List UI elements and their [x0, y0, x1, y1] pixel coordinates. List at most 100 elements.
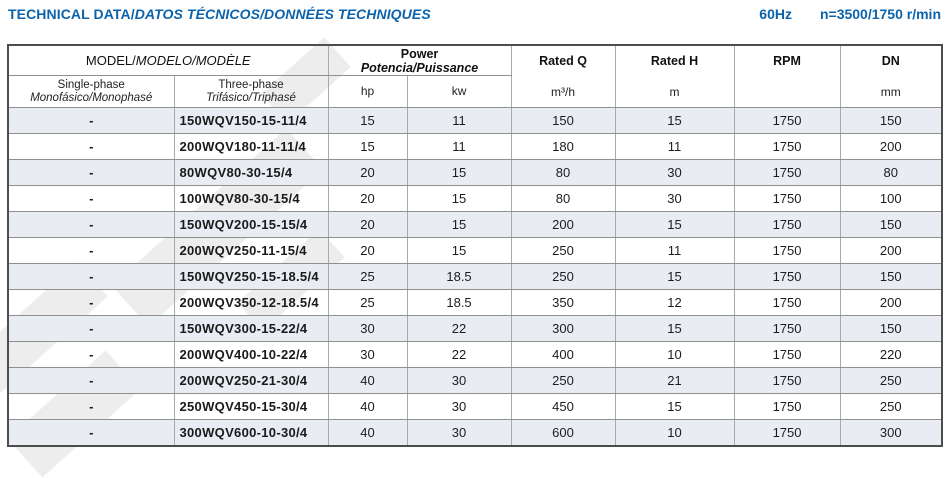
cell-rated-h: 11 — [614, 133, 735, 160]
table-row: -300WQV600-10-30/4 40 30 600 10 1750 300 — [7, 419, 943, 446]
cell-rated-q: 180 — [510, 133, 616, 160]
cell-single-phase-model: - — [7, 419, 175, 446]
power-group-intl: Potencia/Puissance — [360, 60, 479, 75]
cell-dn: 150 — [839, 315, 943, 342]
model-group-intl: MODELO/MODÈLE — [135, 53, 251, 69]
table-row: -200WQV400-10-22/4 30 22 400 10 1750 220 — [7, 341, 943, 368]
cell-power-hp: 20 — [327, 237, 408, 264]
page-title-main: TECHNICAL DATA/ — [8, 6, 135, 22]
cell-single-phase-model: - — [7, 107, 175, 134]
cell-single-phase-model: - — [7, 159, 175, 186]
cell-rpm: 1750 — [733, 185, 841, 212]
cell-three-phase-model: 250WQV450-15-30/4 — [173, 393, 329, 420]
cell-power-kw: 11 — [406, 133, 512, 160]
cell-rpm: 1750 — [733, 211, 841, 238]
table-row: -80WQV80-30-15/4 20 15 80 30 1750 80 — [7, 159, 943, 186]
page-header: TECHNICAL DATA/DATOS TÉCNICOS/DONNÉES TE… — [8, 6, 941, 28]
cell-rated-h: 11 — [614, 237, 735, 264]
cell-dn: 150 — [839, 263, 943, 290]
hp-column-header: hp — [327, 75, 408, 108]
rated-h-label: Rated H — [650, 54, 699, 68]
cell-rated-q: 450 — [510, 393, 616, 420]
cell-power-kw: 15 — [406, 237, 512, 264]
technical-data-page: TECHNICAL DATA/DATOS TÉCNICOS/DONNÉES TE… — [0, 6, 944, 478]
single-phase-column-header: Single-phase Monofásico/Monophasé — [7, 75, 175, 108]
cell-three-phase-model: 200WQV250-11-15/4 — [173, 237, 329, 264]
technical-data-table: MODEL/MODELO/MODÈLE Power Potencia/Puiss… — [7, 44, 944, 447]
cell-dn: 220 — [839, 341, 943, 368]
cell-single-phase-model: - — [7, 237, 175, 264]
cell-rated-h: 10 — [614, 419, 735, 446]
cell-rpm: 1750 — [733, 289, 841, 316]
cell-power-kw: 30 — [406, 419, 512, 446]
rpm-unit — [735, 76, 839, 107]
cell-rated-q: 250 — [510, 237, 616, 264]
cell-rpm: 1750 — [733, 133, 841, 160]
page-title-intl: DATOS TÉCNICOS/DONNÉES TECHNIQUES — [134, 6, 431, 22]
cell-rpm: 1750 — [733, 315, 841, 342]
dn-unit: mm — [880, 84, 901, 99]
table-header: MODEL/MODELO/MODÈLE Power Potencia/Puiss… — [7, 44, 943, 108]
cell-three-phase-model: 150WQV200-15-15/4 — [173, 211, 329, 238]
cell-rated-h: 15 — [614, 315, 735, 342]
table-row: -200WQV250-11-15/4 20 15 250 11 1750 200 — [7, 237, 943, 264]
cell-single-phase-model: - — [7, 367, 175, 394]
cell-rated-q: 350 — [510, 289, 616, 316]
cell-dn: 300 — [839, 419, 943, 446]
cell-dn: 200 — [839, 133, 943, 160]
cell-power-hp: 25 — [327, 289, 408, 316]
cell-three-phase-model: 300WQV600-10-30/4 — [173, 419, 329, 446]
cell-three-phase-model: 150WQV250-15-18.5/4 — [173, 263, 329, 290]
cell-dn: 250 — [839, 367, 943, 394]
cell-single-phase-model: - — [7, 315, 175, 342]
cell-power-hp: 20 — [327, 185, 408, 212]
three-phase-column-header: Three-phase Trifásico/Triphasé — [173, 75, 329, 108]
cell-dn: 200 — [839, 289, 943, 316]
three-phase-label: Three-phase — [218, 78, 284, 91]
cell-single-phase-model: - — [7, 341, 175, 368]
power-group-header: Power Potencia/Puissance — [327, 44, 512, 77]
cell-three-phase-model: 150WQV300-15-22/4 — [173, 315, 329, 342]
rated-q-label: Rated Q — [539, 54, 587, 68]
kw-column-header: kw — [406, 75, 512, 108]
frequency-label: 60Hz — [759, 6, 792, 22]
cell-power-kw: 30 — [406, 393, 512, 420]
cell-rpm: 1750 — [733, 341, 841, 368]
cell-single-phase-model: - — [7, 133, 175, 160]
table-row: -150WQV300-15-22/4 30 22 300 15 1750 150 — [7, 315, 943, 342]
cell-rated-q: 400 — [510, 341, 616, 368]
cell-rpm: 1750 — [733, 263, 841, 290]
cell-power-kw: 15 — [406, 211, 512, 238]
cell-rated-h: 15 — [614, 107, 735, 134]
cell-power-hp: 30 — [327, 341, 408, 368]
table-row: -200WQV180-11-11/4 15 11 180 11 1750 200 — [7, 133, 943, 160]
cell-power-hp: 40 — [327, 367, 408, 394]
cell-power-hp: 40 — [327, 393, 408, 420]
cell-rated-h: 15 — [614, 263, 735, 290]
cell-rated-q: 150 — [510, 107, 616, 134]
cell-rated-q: 250 — [510, 367, 616, 394]
cell-rated-q: 80 — [510, 159, 616, 186]
cell-power-hp: 25 — [327, 263, 408, 290]
cell-dn: 150 — [839, 107, 943, 134]
cell-power-hp: 15 — [327, 133, 408, 160]
cell-power-kw: 11 — [406, 107, 512, 134]
cell-rated-q: 250 — [510, 263, 616, 290]
cell-rated-q: 300 — [510, 315, 616, 342]
cell-power-hp: 20 — [327, 211, 408, 238]
cell-rated-h: 15 — [614, 393, 735, 420]
frequency-speed-note: 60Hz n=3500/1750 r/min — [759, 6, 941, 22]
cell-three-phase-model: 80WQV80-30-15/4 — [173, 159, 329, 186]
cell-single-phase-model: - — [7, 211, 175, 238]
table-row: -100WQV80-30-15/4 20 15 80 30 1750 100 — [7, 185, 943, 212]
cell-power-kw: 30 — [406, 367, 512, 394]
table-row: -200WQV350-12-18.5/4 25 18.5 350 12 1750 200 — [7, 289, 943, 316]
single-phase-label: Single-phase — [57, 78, 125, 91]
single-phase-sublabel: Monofásico/Monophasé — [30, 91, 153, 104]
cell-rated-h: 30 — [614, 185, 735, 212]
table-row: -250WQV450-15-30/4 40 30 450 15 1750 250 — [7, 393, 943, 420]
table-row: -150WQV150-15-11/4 15 11 150 15 1750 150 — [7, 107, 943, 134]
table-row: -150WQV200-15-15/4 20 15 200 15 1750 150 — [7, 211, 943, 238]
cell-rated-q: 200 — [510, 211, 616, 238]
cell-dn: 150 — [839, 211, 943, 238]
